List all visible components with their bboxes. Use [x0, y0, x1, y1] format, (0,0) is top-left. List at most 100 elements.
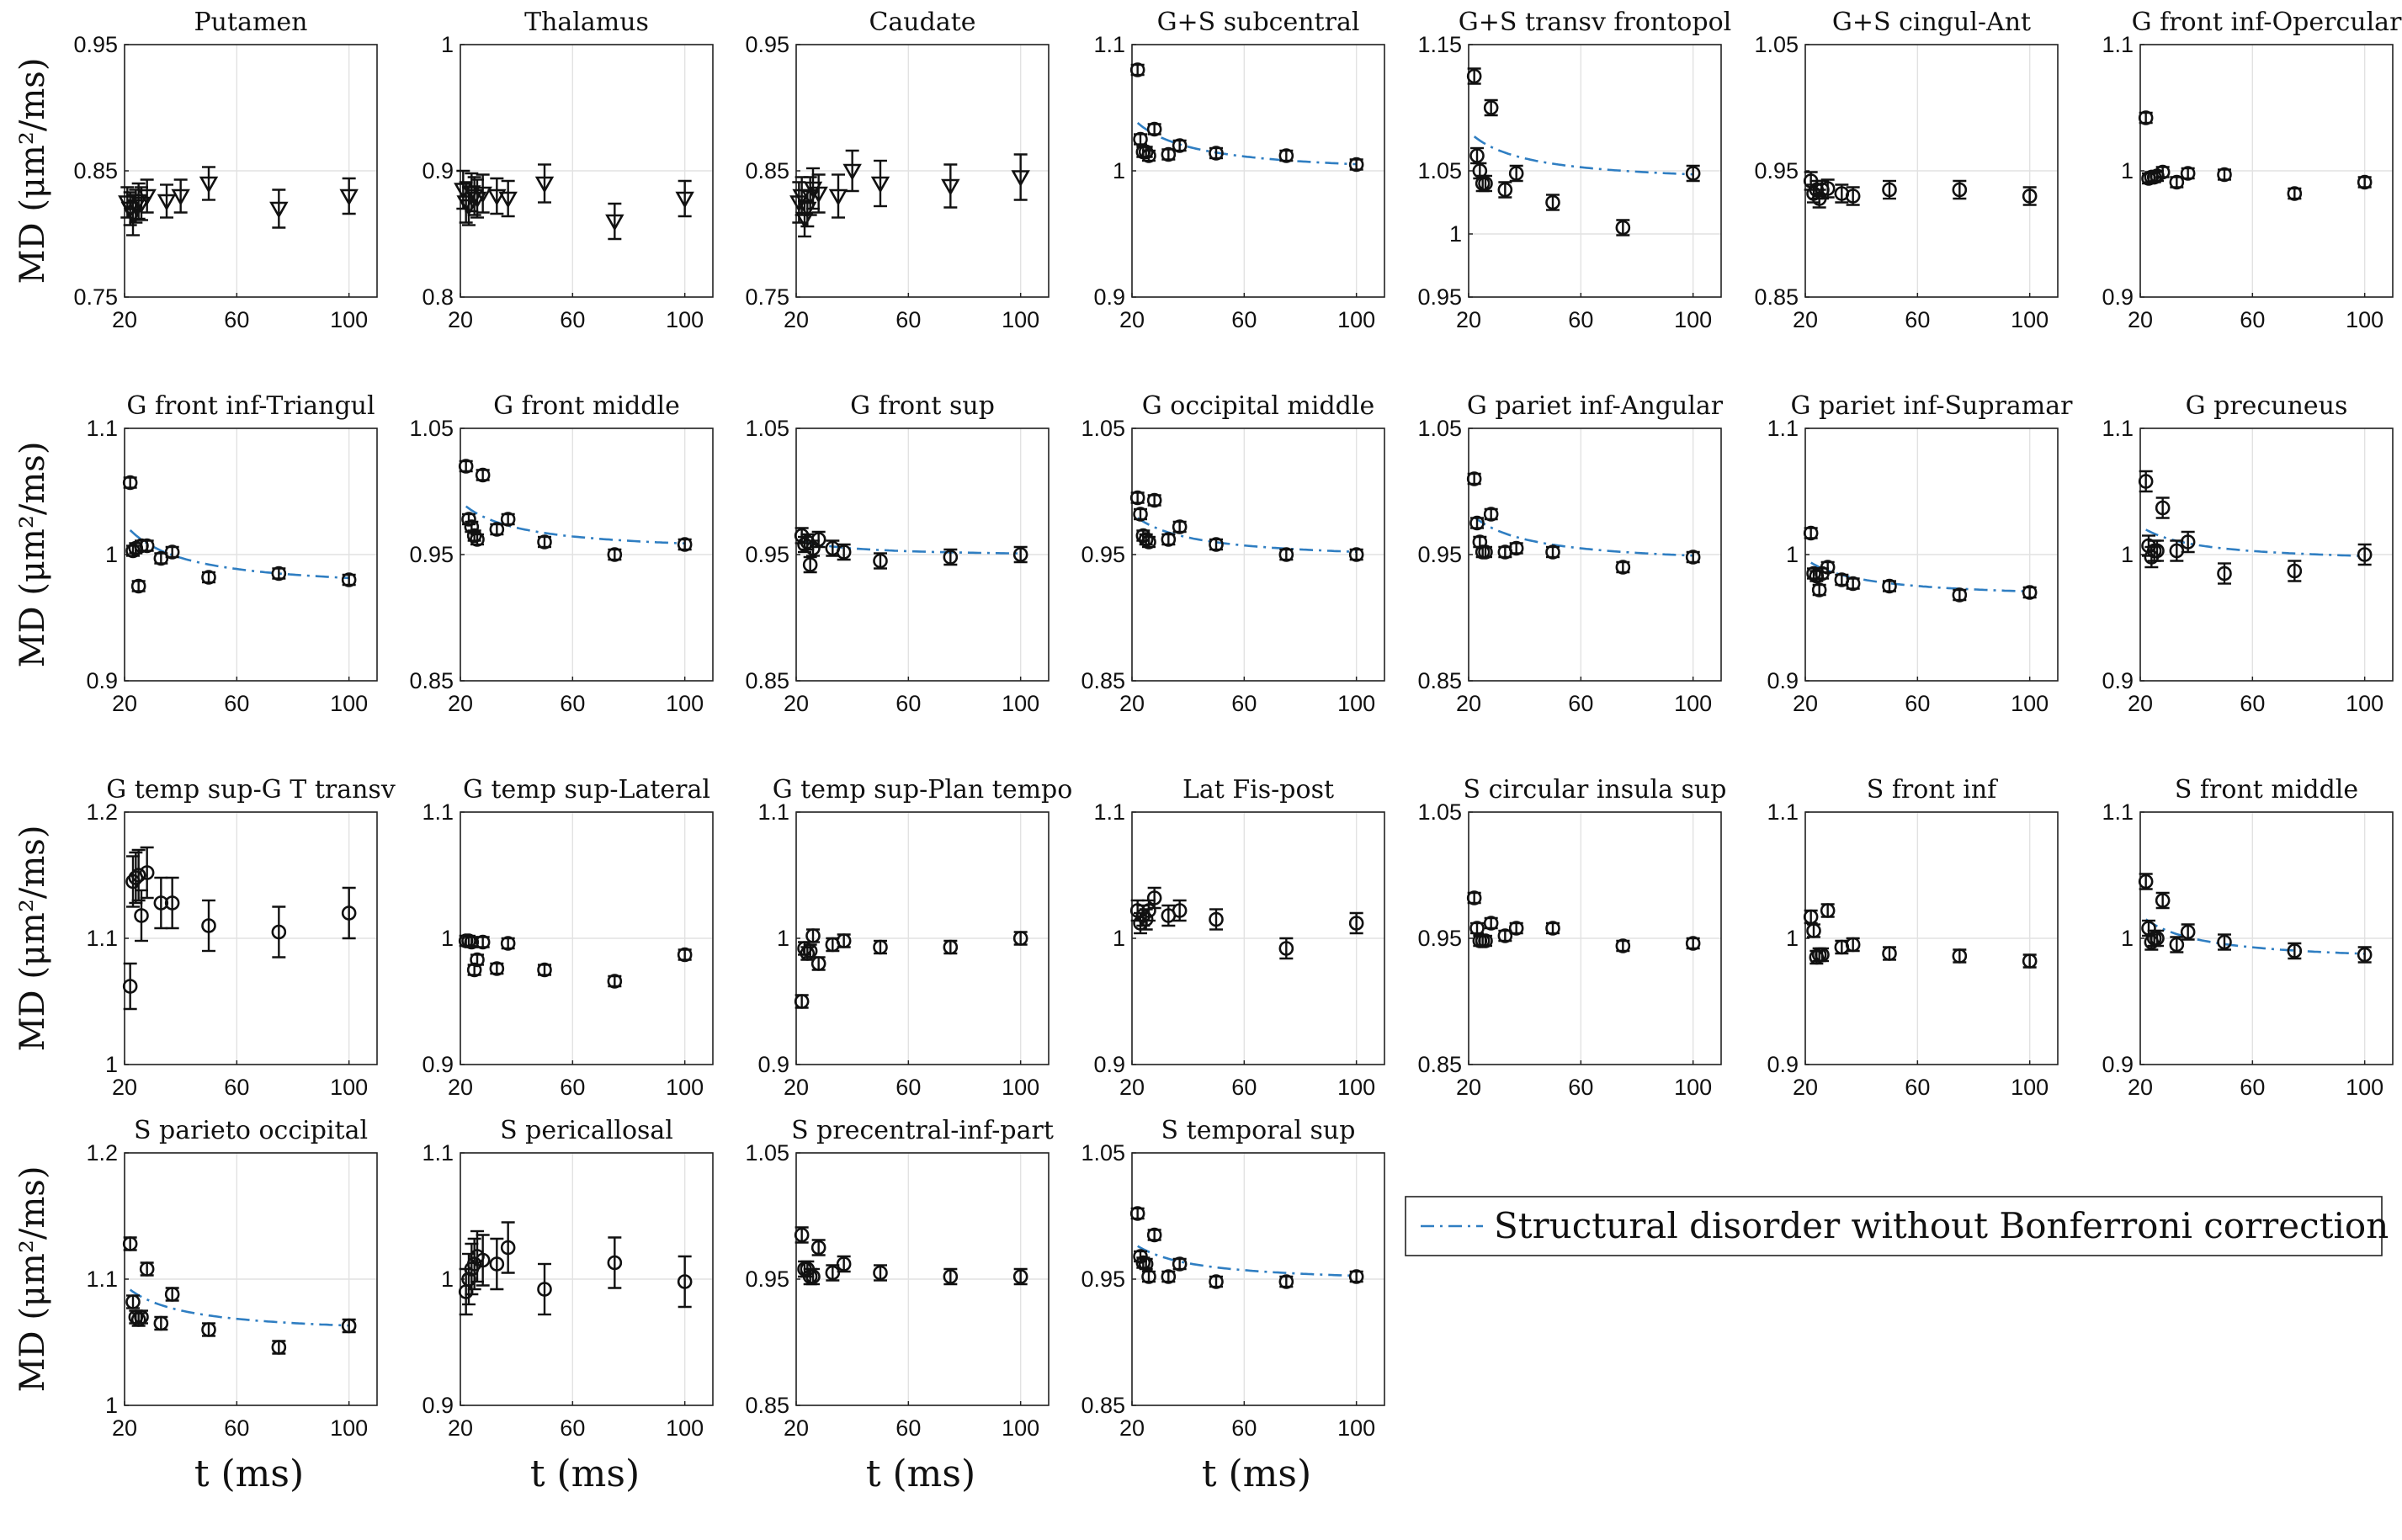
marker-circle [2138, 110, 2154, 125]
marker-circle [1508, 540, 1524, 556]
fit-curve [129, 1288, 349, 1327]
marker-circle [1348, 1269, 1364, 1284]
data-point [2357, 946, 2373, 964]
data-point [1806, 923, 1821, 938]
data-point [1845, 186, 1861, 206]
data-point [122, 1236, 138, 1251]
y-tick-label: 0.9 [1093, 284, 1125, 310]
data-point [122, 962, 138, 1011]
x-tick-label: 100 [1674, 1075, 1712, 1100]
marker-circle [475, 1252, 491, 1268]
y-tick-label: 1.1 [1093, 32, 1125, 57]
data-point [473, 173, 492, 214]
data-point [836, 933, 852, 948]
data-point [2180, 166, 2196, 181]
subplot-s-circular-insula-sup: S circular insula sup 0.85 0.95 1.05 20 60 100 [1417, 775, 1726, 1100]
x-tick-label: 60 [1568, 691, 1593, 716]
data-point [943, 548, 959, 566]
marker-circle [1545, 544, 1560, 560]
x-tick-label: 60 [560, 307, 585, 332]
fit-curve [2145, 528, 2365, 557]
marker-circle [1161, 1269, 1177, 1284]
x-tick-label: 20 [2128, 307, 2153, 332]
marker-circle [1845, 189, 1861, 204]
marker-circle [873, 1265, 888, 1281]
data-point [1278, 937, 1294, 960]
marker-circle [607, 547, 623, 562]
marker-circle [1615, 560, 1631, 575]
x-tick-label: 60 [895, 1415, 921, 1441]
data-point [2138, 873, 2154, 890]
y-axis-label: MD (μm²/ms) [13, 58, 52, 284]
marker-circle [1141, 148, 1156, 163]
y-tick-label: 1 [1786, 926, 1799, 951]
data-point [1685, 550, 1701, 565]
data-point [2217, 167, 2232, 183]
marker-circle [1278, 148, 1294, 163]
marker-triangle [675, 191, 694, 209]
data-point [1545, 921, 1560, 936]
marker-circle [802, 557, 818, 572]
data-point [464, 934, 480, 950]
x-tick-label: 20 [784, 1415, 809, 1441]
x-tick-label: 20 [1119, 1075, 1145, 1100]
marker-circle [1882, 578, 1897, 594]
x-tick-label: 20 [1793, 307, 1818, 332]
x-tick-label: 100 [2011, 1075, 2049, 1100]
y-tick-label: 0.8 [422, 284, 454, 310]
marker-circle [2217, 167, 2232, 183]
marker-circle [1278, 1274, 1294, 1289]
data-point [164, 1287, 180, 1302]
marker-circle [1209, 911, 1224, 927]
x-tick-label: 100 [1674, 307, 1712, 332]
marker-circle [1615, 220, 1631, 236]
y-tick-label: 1.05 [745, 1140, 789, 1166]
marker-circle [1348, 547, 1364, 562]
marker-circle [1141, 1269, 1156, 1284]
subplot-caudate: Caudate 0.75 0.85 0.95 20 60 100 [745, 8, 1050, 332]
y-tick-label: 1.15 [1417, 32, 1462, 57]
subplot-lat-fis-post: Lat Fis-post 0.9 1 1.1 20 60 100 [1093, 775, 1385, 1100]
data-point [164, 876, 180, 930]
data-point [500, 1221, 516, 1274]
marker-circle [1952, 182, 1968, 198]
x-tick-label: 60 [1231, 1075, 1257, 1100]
data-point [534, 163, 555, 204]
subplot-g-front-inf-triangul: G front inf-Triangul 0.9 1 1.1 20 60 100 [86, 391, 378, 716]
marker-circle [1138, 532, 1154, 547]
y-axis-label: MD (μm²/ms) [13, 826, 52, 1052]
marker-circle [139, 865, 155, 880]
y-tick-label: 0.95 [1417, 926, 1462, 951]
subplot-title: S pericallosal [500, 1116, 673, 1145]
x-axis-label: t (ms) [530, 1452, 640, 1495]
subplot-title: G+S subcentral [1157, 8, 1360, 37]
data-point [1138, 532, 1154, 547]
data-point [1138, 144, 1154, 160]
subplot-s-pericallosal: S pericallosal 0.9 1 1.1 20 60 100 [422, 1116, 714, 1441]
y-tick-label: 0.95 [745, 32, 789, 57]
y-tick-label: 1 [1449, 221, 1462, 247]
subplot-title: Thalamus [524, 8, 649, 37]
data-point [1138, 1256, 1154, 1272]
y-tick-label: 1.1 [422, 1140, 454, 1166]
data-point [2287, 186, 2303, 201]
marker-circle [794, 1227, 810, 1243]
marker-circle [134, 908, 149, 923]
data-point [810, 1239, 826, 1256]
marker-circle [2022, 585, 2038, 600]
marker-circle [464, 934, 480, 950]
marker-circle [1146, 890, 1162, 905]
x-tick-label: 60 [560, 1415, 585, 1441]
y-tick-label: 0.85 [1081, 668, 1125, 693]
data-point [1882, 179, 1897, 200]
data-point [1209, 1274, 1224, 1289]
data-point [153, 876, 169, 930]
data-point [1129, 1206, 1145, 1221]
y-tick-label: 0.85 [1081, 1393, 1125, 1418]
data-point [873, 552, 888, 570]
data-point [139, 538, 155, 554]
marker-circle [802, 943, 818, 959]
x-tick-label: 60 [895, 1075, 921, 1100]
data-point [1146, 886, 1162, 910]
marker-circle [153, 895, 169, 911]
